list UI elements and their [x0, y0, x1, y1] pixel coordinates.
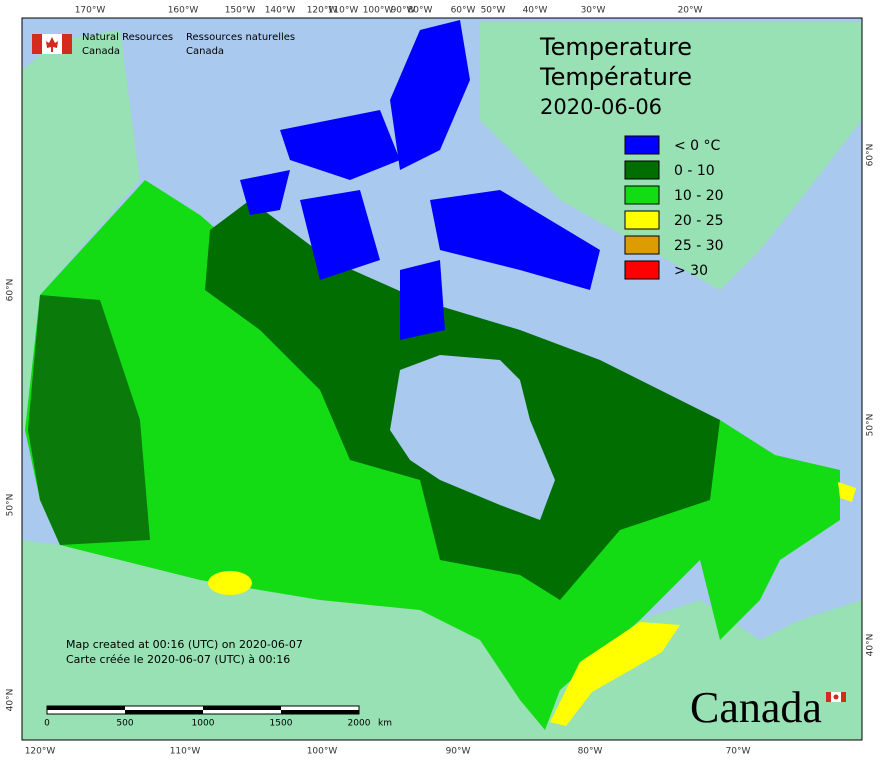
arctic-islands — [240, 20, 600, 340]
flag-bar — [62, 34, 72, 54]
island — [400, 260, 445, 340]
graticule-label: 140°W — [265, 6, 296, 16]
title: Temperature — [539, 33, 692, 61]
graticule-label: 50°N — [6, 494, 16, 517]
graticule-label: 50°N — [866, 414, 876, 437]
greenland — [480, 22, 862, 290]
legend-label: 0 - 10 — [674, 163, 715, 179]
island — [430, 190, 600, 290]
org-fr: Ressources naturelles — [186, 32, 295, 43]
graticule-label: 70°W — [726, 747, 751, 757]
scale-segment — [281, 710, 359, 714]
graticule-label: 120°W — [307, 6, 338, 16]
flag-bar — [826, 692, 831, 702]
wordmark-flag — [826, 692, 846, 702]
graticule-label: 60°N — [866, 144, 876, 167]
title: Température — [539, 63, 692, 91]
scale-label: 500 — [116, 719, 133, 729]
graticule-label: 120°W — [25, 747, 56, 757]
island — [390, 20, 470, 170]
graticule-label: 110°W — [328, 6, 359, 16]
island — [280, 110, 400, 180]
scale-bar — [46, 705, 360, 715]
scale-label: 1000 — [192, 719, 215, 729]
org-fr: Canada — [186, 46, 224, 57]
org-en: Natural Resources — [82, 32, 173, 43]
legend-swatch — [624, 260, 660, 280]
graticule-label: 90°W — [446, 747, 471, 757]
legend-swatch — [624, 135, 660, 155]
graticule-label: 40°W — [523, 6, 548, 16]
maple-leaf — [833, 694, 839, 700]
hudson-bay — [390, 355, 555, 520]
org-en: Canada — [82, 46, 120, 57]
graticule-label: 50°W — [481, 6, 506, 16]
legend-swatch — [624, 235, 660, 255]
graticule-label: 160°W — [168, 6, 199, 16]
scale-label: 1500 — [270, 719, 293, 729]
graticule-label: 40°N — [866, 634, 876, 657]
graticule-label: 100°W — [363, 6, 394, 16]
date: 2020-06-06 — [540, 95, 662, 119]
flag-bar — [841, 692, 846, 702]
note: Carte créée le 2020-06-07 (UTC) à 00:16 — [66, 653, 290, 666]
island — [300, 190, 380, 280]
graticule-label: 60°W — [451, 6, 476, 16]
graticule-label: 40°N — [6, 689, 16, 712]
note: Map created at 00:16 (UTC) on 2020-06-07 — [66, 638, 303, 651]
hot-area — [550, 622, 680, 726]
scale-label: 0 — [44, 719, 50, 729]
flag-bar — [32, 34, 42, 54]
scale-label: 2000 — [348, 719, 371, 729]
legend-swatch — [624, 210, 660, 230]
legend-swatch — [624, 185, 660, 205]
scale-segment — [203, 706, 281, 710]
legend-label: 20 - 25 — [674, 213, 724, 229]
graticule-label: 20°W — [678, 6, 703, 16]
graticule-label: 60°N — [6, 279, 16, 302]
graticule-label: 90°W — [391, 6, 416, 16]
graticule-label: 80°W — [578, 747, 603, 757]
graticule-label: 100°W — [307, 747, 338, 757]
logo — [32, 34, 72, 54]
alaska — [22, 30, 140, 430]
maple-leaf — [46, 37, 58, 52]
map-frame — [21, 17, 863, 741]
scale-segment — [125, 710, 203, 714]
hot-area — [838, 482, 856, 502]
graticule-label: 80°W — [408, 6, 433, 16]
west-coast-cool — [28, 295, 150, 545]
legend-label: 10 - 20 — [674, 188, 724, 204]
legend-label: > 30 — [674, 263, 708, 279]
graticule-label: 170°W — [75, 6, 106, 16]
hot-areas — [208, 482, 856, 726]
hot-area — [208, 571, 252, 595]
scale-unit: km — [378, 719, 392, 729]
graticule-label: 30°W — [581, 6, 606, 16]
wordmark: Canada — [690, 683, 822, 732]
legend-swatch — [624, 160, 660, 180]
graticule-label: 150°W — [225, 6, 256, 16]
legend-label: < 0 °C — [674, 138, 721, 154]
island — [240, 170, 290, 215]
legend-label: 25 - 30 — [674, 238, 724, 254]
scale-segment — [47, 706, 125, 710]
graticule-label: 110°W — [170, 747, 201, 757]
